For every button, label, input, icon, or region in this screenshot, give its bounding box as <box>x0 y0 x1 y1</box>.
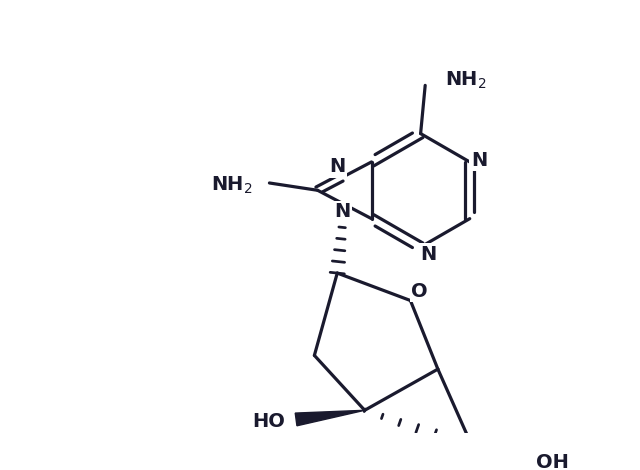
Text: OH: OH <box>536 453 568 470</box>
Text: N: N <box>471 150 487 170</box>
Text: NH$_2$: NH$_2$ <box>211 175 253 196</box>
Text: HO: HO <box>252 412 285 431</box>
Text: N: N <box>335 202 351 221</box>
Text: O: O <box>412 282 428 301</box>
Text: N: N <box>420 245 436 264</box>
Text: NH$_2$: NH$_2$ <box>445 70 487 92</box>
Polygon shape <box>295 410 365 426</box>
Text: N: N <box>329 157 346 176</box>
